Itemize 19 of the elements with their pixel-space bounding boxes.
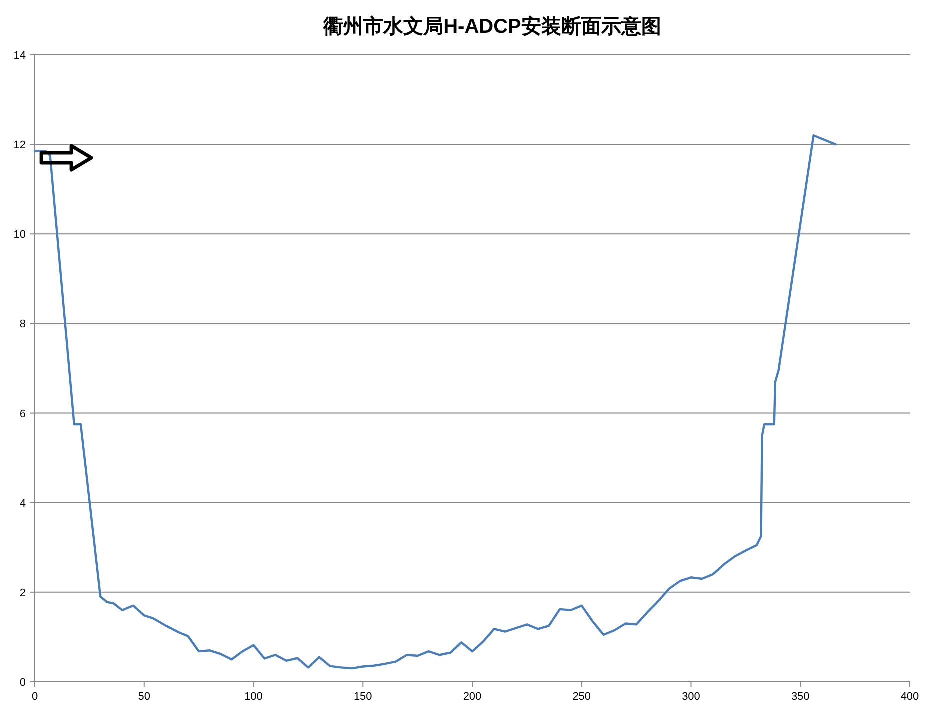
x-tick-label: 150 [354, 691, 372, 703]
line-series [34, 134, 837, 670]
x-tick-label: 350 [791, 691, 810, 703]
y-tick-label: 8 [20, 318, 26, 331]
y-tick-label: 4 [20, 498, 26, 510]
y-tick-label: 6 [20, 408, 26, 420]
x-tick-label: 200 [463, 691, 482, 703]
chart-title: 衢州市水文局H-ADCP安装断面示意图 [322, 15, 662, 38]
x-tick-label: 400 [900, 691, 920, 703]
y-tick-label: 12 [14, 140, 26, 152]
x-tick-label: 0 [32, 691, 38, 703]
y-tick-label: 10 [14, 229, 26, 242]
x-tick-label: 100 [244, 691, 263, 703]
x-tick-label: 50 [138, 691, 150, 703]
x-tick-label: 250 [572, 691, 592, 703]
y-tick-label: 2 [20, 587, 26, 600]
y-tick-label: 0 [20, 677, 26, 689]
y-tick-label: 14 [14, 50, 26, 62]
x-tick-label: 300 [682, 691, 700, 703]
